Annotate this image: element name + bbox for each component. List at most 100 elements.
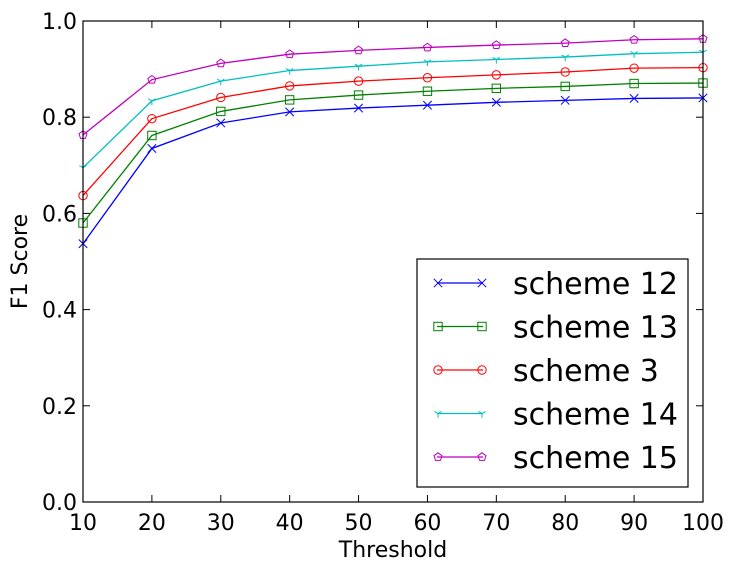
x-tick-label: 40 xyxy=(276,511,304,536)
y-tick-label: 0.2 xyxy=(42,395,77,420)
y-tick-label: 0.6 xyxy=(42,202,77,227)
series-line xyxy=(82,97,704,245)
legend-label: scheme 14 xyxy=(513,398,678,433)
marker-stroke xyxy=(434,410,439,414)
marker-stroke xyxy=(630,51,635,55)
series-line xyxy=(82,82,704,224)
legend-marker xyxy=(433,321,443,332)
marker-stroke xyxy=(433,278,443,288)
series-scheme-14 xyxy=(79,49,707,172)
series-line xyxy=(82,51,704,169)
legend-marker xyxy=(477,321,487,332)
data-point xyxy=(147,143,157,154)
legend-entry: scheme 14 xyxy=(434,398,678,433)
data-point xyxy=(629,63,639,73)
marker-stroke xyxy=(285,68,290,71)
marker-stroke xyxy=(147,98,153,102)
series-scheme-13 xyxy=(78,78,708,228)
marker-stroke xyxy=(560,95,570,105)
data-point xyxy=(147,74,157,84)
data-point xyxy=(216,58,226,68)
x-tick-label: 100 xyxy=(682,511,724,536)
data-point xyxy=(285,49,295,59)
x-tick-label: 20 xyxy=(138,511,166,536)
marker-stroke xyxy=(478,410,483,414)
data-point xyxy=(560,67,570,77)
x-tick-label: 90 xyxy=(620,511,648,536)
legend-label: scheme 13 xyxy=(513,311,678,346)
y-axis-ticks: 0.0 0.2 0.4 0.6 0.8 1.0 xyxy=(42,10,703,516)
legend-entry: scheme 13 xyxy=(433,311,678,346)
data-point xyxy=(491,40,501,49)
data-point xyxy=(629,78,639,89)
data-point xyxy=(423,59,432,67)
data-point xyxy=(353,90,364,100)
legend-box xyxy=(416,258,689,488)
series-scheme-12 xyxy=(78,93,708,249)
y-tick-label: 0.4 xyxy=(42,299,77,324)
marker-stroke xyxy=(354,63,359,67)
data-point xyxy=(353,45,364,55)
legend-entry: scheme 15 xyxy=(433,441,678,476)
marker-stroke xyxy=(285,107,295,117)
data-point xyxy=(147,130,157,141)
data-point xyxy=(216,106,226,117)
legend-entry: scheme 12 xyxy=(433,267,678,302)
marker-stroke xyxy=(561,54,566,58)
data-point xyxy=(492,56,501,64)
legend-label: scheme 15 xyxy=(513,441,678,476)
marker-stroke xyxy=(423,59,428,63)
marker-stroke xyxy=(289,68,294,71)
series-line xyxy=(82,67,704,197)
y-tick-label: 0.0 xyxy=(42,491,77,516)
marker-stroke xyxy=(492,56,497,60)
marker-stroke xyxy=(82,165,87,169)
data-point xyxy=(629,93,639,103)
marker-stroke xyxy=(216,78,222,82)
data-point xyxy=(561,54,570,62)
marker-stroke xyxy=(147,143,157,154)
legend-marker xyxy=(434,410,442,418)
legend-marker xyxy=(477,365,487,375)
marker-stroke xyxy=(216,118,226,128)
series-scheme-15 xyxy=(78,33,708,139)
data-point xyxy=(353,76,364,86)
data-point xyxy=(284,81,295,91)
data-point xyxy=(560,38,570,48)
legend-marker xyxy=(433,278,443,288)
marker-stroke xyxy=(151,98,156,102)
marker-stroke xyxy=(702,49,707,53)
legend: scheme 12 scheme 13 scheme 3 scheme 14 schem… xyxy=(416,258,689,488)
y-axis-label: F1 Score xyxy=(8,214,33,309)
data-point xyxy=(284,95,295,105)
x-tick-label: 60 xyxy=(413,511,441,536)
data-point xyxy=(491,97,501,107)
marker-stroke xyxy=(496,56,501,60)
data-point xyxy=(491,83,502,94)
data-point xyxy=(422,42,433,52)
legend-marker xyxy=(477,278,487,288)
data-point xyxy=(147,113,157,124)
marker-stroke xyxy=(699,49,704,53)
marker-stroke xyxy=(629,93,639,103)
data-point xyxy=(354,103,364,113)
legend-entry: scheme 3 xyxy=(433,354,659,389)
marker-stroke xyxy=(564,54,570,58)
marker-stroke xyxy=(79,165,84,169)
data-point xyxy=(285,68,294,75)
data-point xyxy=(422,73,433,83)
data-point xyxy=(216,78,225,86)
data-point xyxy=(285,107,295,117)
series-scheme-3 xyxy=(78,62,708,201)
data-point xyxy=(629,34,639,44)
marker-stroke xyxy=(422,100,432,110)
x-axis-label: Threshold xyxy=(338,538,447,563)
data-point xyxy=(422,100,432,110)
legend-label: scheme 12 xyxy=(513,267,678,302)
data-point xyxy=(147,98,156,106)
y-tick-label: 0.8 xyxy=(42,106,77,131)
legend-label: scheme 3 xyxy=(513,354,659,389)
marker-stroke xyxy=(437,410,442,414)
series-layer xyxy=(78,33,708,249)
